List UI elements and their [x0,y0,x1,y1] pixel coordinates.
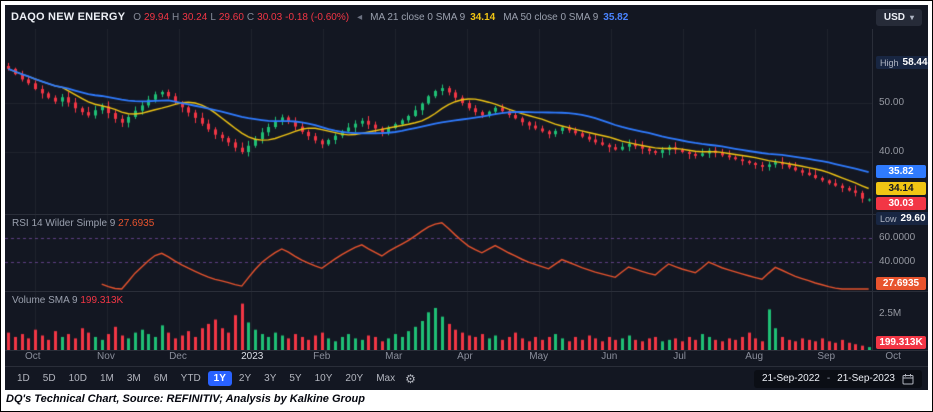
price-pane[interactable] [5,29,872,214]
ma21-label: MA 21 close 0 SMA 9 [370,11,466,23]
date-to[interactable]: 21-Sep-2023 [837,373,895,384]
rsi-tick-40: 40.0000 [879,256,916,267]
caret-down-icon: ▾ [909,12,914,22]
volume-chart-canvas[interactable] [5,292,872,350]
price-axis-column[interactable]: High 58.44 50.00 40.00 35.82 34.14 30.03 Low 29.… [872,29,928,350]
date-range-picker[interactable]: 21-Sep-2022 - 21-Sep-2023 [754,369,922,388]
ohlc-low-value: 29.60 [218,11,244,23]
time-axis-month-sep: Sep [817,351,836,362]
currency-label: USD [883,11,905,23]
currency-dropdown[interactable]: USD ▾ [875,8,922,26]
rsi-legend: RSI 14 Wilder Simple 9 27.6935 [12,218,154,229]
time-axis[interactable]: Oct Nov Dec 2023 Feb Mar Apr May Jun Jul Aug Sep Oct [5,351,928,366]
time-axis-month-aug: Aug [745,351,764,362]
ma50-price-badge: 35.82 [876,165,926,178]
ohlc-high-value: 30.24 [182,11,208,23]
range-button-10d[interactable]: 10D [63,371,93,386]
rsi-chart-canvas[interactable] [5,215,872,291]
time-axis-month-oct: Oct [885,351,901,362]
ma21-legend: MA 21 close 0 SMA 9 34.14 [370,12,495,23]
chart-caption: DQ's Technical Chart, Source: REFINITIV;… [6,393,365,405]
rsi-tick-60: 60.0000 [879,232,916,243]
range-button-3m[interactable]: 3M [121,371,147,386]
low-price-label: Low 29.60 [876,212,928,225]
ohlc-low-key: L [210,11,216,23]
volume-value-badge: 199.313K [876,336,926,349]
volume-legend-value: 199.313K [80,295,124,306]
range-button-1d[interactable]: 1D [11,371,36,386]
calendar-icon[interactable] [902,373,914,385]
range-button-20y[interactable]: 20Y [339,371,369,386]
ma21-price-badge: 34.14 [876,182,926,195]
time-axis-month-jul: Jul [673,351,687,362]
ma21-value: 34.14 [470,11,496,23]
price-tick-50: 50.00 [879,97,905,108]
range-button-1m[interactable]: 1M [94,371,120,386]
rsi-value-badge: 27.6935 [876,277,926,290]
ma50-label: MA 50 close 0 SMA 9 [503,11,599,23]
rsi-pane[interactable]: RSI 14 Wilder Simple 9 27.6935 [5,215,872,291]
range-button-10y[interactable]: 10Y [309,371,339,386]
range-button-1y[interactable]: 1Y [207,371,232,386]
range-button-3y[interactable]: 3Y [258,371,282,386]
time-axis-month-2023: 2023 [241,351,264,362]
ohlc-values: O 29.94 H 30.24 L 29.60 C 30.03 -0.18 (-0.60… [133,12,349,23]
collapse-left-icon[interactable]: ◂ [357,11,363,23]
range-button-5d[interactable]: 5D [37,371,62,386]
last-price-badge: 30.03 [876,197,926,210]
ma50-value: 35.82 [603,11,629,23]
high-price-label: High 58.44 [876,56,928,69]
chart-legend-bar: DAQO NEW ENERGY O 29.94 H 30.24 L 29.60 C 30… [5,5,928,29]
range-button-max[interactable]: Max [370,371,401,386]
symbol-name: DAQO NEW ENERGY [11,11,126,23]
pane-divider-1[interactable] [5,214,928,215]
range-button-ytd[interactable]: YTD [175,371,207,386]
ohlc-close-key: C [246,11,255,23]
volume-legend: Volume SMA 9 199.313K [12,295,123,306]
range-button-2y[interactable]: 2Y [233,371,257,386]
ohlc-open-value: 29.94 [144,11,170,23]
volume-legend-title: Volume SMA 9 [12,295,78,306]
date-from[interactable]: 21-Sep-2022 [762,373,820,384]
range-button-6m[interactable]: 6M [148,371,174,386]
volume-pane[interactable]: Volume SMA 9 199.313K [5,292,872,350]
range-button-5y[interactable]: 5Y [283,371,307,386]
time-axis-month-dec: Dec [169,351,187,362]
chart-body: RSI 14 Wilder Simple 9 27.6935 Volume SM… [5,29,928,366]
rsi-legend-title: RSI 14 Wilder Simple 9 [12,218,116,229]
time-axis-month-nov: Nov [97,351,115,362]
change-value: -0.18 (-0.60%) [285,11,350,23]
ohlc-open-key: O [133,11,142,23]
ohlc-close-value: 30.03 [257,11,283,23]
pane-divider-2[interactable] [5,291,928,292]
trading-chart-widget: DAQO NEW ENERGY O 29.94 H 30.24 L 29.60 C 30… [5,5,928,390]
price-chart-canvas[interactable] [5,29,872,214]
range-buttons: 1D 5D 10D 1M 3M 6M YTD 1Y 2Y 3Y 5Y 10Y 20Y Max [11,371,401,386]
settings-gear-icon[interactable]: ⚙ [405,371,416,386]
time-axis-month-may: May [529,351,549,362]
ma50-legend: MA 50 close 0 SMA 9 35.82 [503,12,628,23]
time-axis-month-oct: Oct [25,351,41,362]
rsi-legend-value: 27.6935 [118,218,155,229]
ohlc-high-key: H [172,11,180,23]
volume-tick: 2.5M [879,308,902,319]
price-tick-40: 40.00 [879,146,905,157]
time-axis-month-jun: Jun [601,351,618,362]
time-axis-month-feb: Feb [313,351,331,362]
bottom-toolbar: 1D 5D 10D 1M 3M 6M YTD 1Y 2Y 3Y 5Y 10Y 20Y Max ⚙ 21-S… [5,366,928,390]
pane-divider-3 [5,350,928,351]
time-axis-month-mar: Mar [385,351,403,362]
date-separator: - [826,373,831,384]
time-axis-month-apr: Apr [457,351,473,362]
